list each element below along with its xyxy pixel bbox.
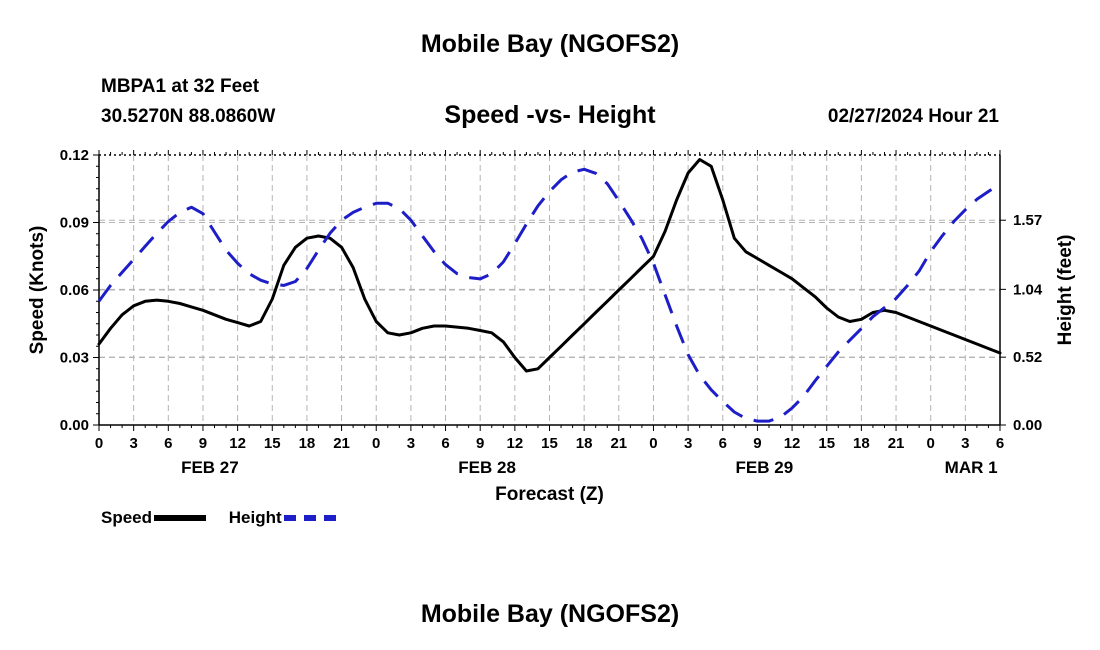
legend-height-label: Height (228, 508, 282, 527)
series-line-height (97, 167, 1001, 423)
legend-item-speed: Speed (101, 508, 207, 528)
x-tick-label: 15 (541, 435, 558, 452)
chart-subtitle: Speed -vs- Height (444, 101, 656, 129)
y-right-tick-label: 1.57 (1013, 212, 1042, 229)
x-tick-label: 18 (853, 435, 870, 452)
y-tick-label: 0.00 (60, 417, 89, 434)
x-tick-label: 21 (888, 435, 905, 452)
x-tick-label: 0 (649, 435, 657, 452)
x-tick-label: 6 (996, 435, 1004, 452)
y-right-tick-label: 0.00 (1013, 417, 1042, 434)
x-tick-label: 9 (199, 435, 207, 452)
legend-item-height: Height (229, 508, 336, 528)
x-tick-label: 18 (576, 435, 593, 452)
date-label: MAR 1 (945, 458, 998, 477)
timestamp-label: 02/27/2024 Hour 21 (827, 106, 999, 127)
legend-speed-label: Speed (101, 508, 153, 527)
x-tick-label: 15 (264, 435, 281, 452)
x-tick-label: 6 (441, 435, 449, 452)
legend-height-swatch (283, 515, 336, 521)
y-tick-label: 0.12 (60, 147, 89, 164)
x-tick-label: 21 (333, 435, 350, 452)
x-tick-label: 0 (95, 435, 103, 452)
x-tick-label: 3 (961, 435, 969, 452)
date-label: FEB 28 (458, 458, 516, 477)
x-tick-label: 6 (719, 435, 727, 452)
x-tick-label: 9 (476, 435, 484, 452)
x-tick-label: 3 (129, 435, 137, 452)
page-title: Mobile Bay (NGOFS2) (420, 30, 680, 58)
x-tick-label: 0 (927, 435, 935, 452)
station-label: MBPA1 at 32 Feet (101, 76, 260, 97)
x-tick-label: 3 (684, 435, 692, 452)
y-tick-label: 0.06 (60, 282, 89, 299)
date-label: FEB 29 (736, 458, 794, 477)
x-tick-label: 0 (372, 435, 380, 452)
y-right-tick-label: 1.04 (1013, 281, 1043, 298)
x-tick-label: 21 (610, 435, 627, 452)
series-line-speed (97, 158, 1002, 373)
x-axis-title: Forecast (Z) (495, 484, 604, 505)
legend-speed-swatch (154, 515, 207, 521)
y-right-axis-title: Height (feet) (1055, 235, 1076, 346)
x-tick-label: 12 (784, 435, 801, 452)
y-tick-label: 0.09 (60, 215, 89, 232)
x-tick-label: 9 (753, 435, 761, 452)
x-tick-label: 6 (164, 435, 172, 452)
x-tick-label: 12 (507, 435, 524, 452)
footer-title: Mobile Bay (NGOFS2) (420, 600, 680, 628)
date-label: FEB 27 (181, 458, 239, 477)
x-tick-label: 15 (818, 435, 835, 452)
y-axis-title: Speed (Knots) (27, 226, 48, 355)
x-tick-label: 12 (229, 435, 246, 452)
y-right-tick-label: 0.52 (1013, 349, 1042, 366)
x-tick-label: 3 (407, 435, 415, 452)
legend: Speed Height (101, 508, 354, 528)
coordinates-label: 30.5270N 88.0860W (101, 106, 276, 127)
y-tick-label: 0.03 (60, 350, 89, 367)
x-tick-label: 18 (299, 435, 316, 452)
